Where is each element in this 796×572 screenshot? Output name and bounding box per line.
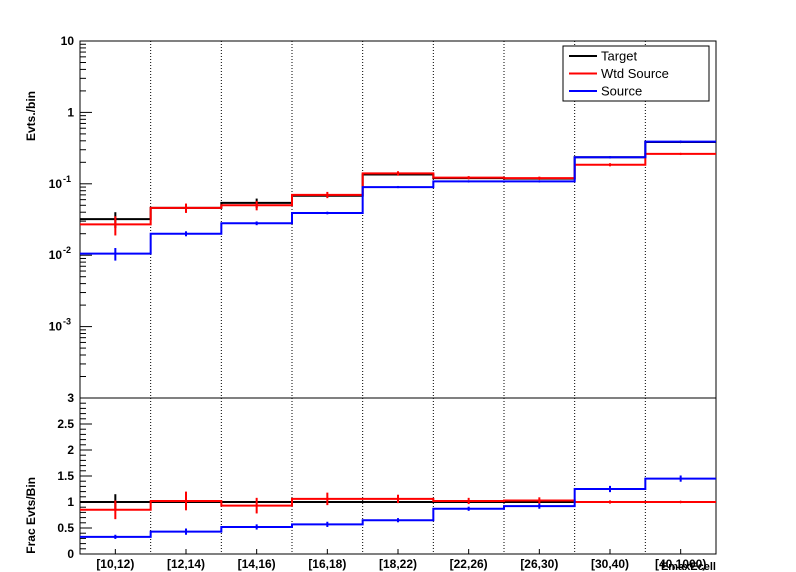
x-tick-label: [18,22) xyxy=(379,557,417,571)
data-point xyxy=(467,180,470,183)
y-tick-label: 2.5 xyxy=(57,417,74,431)
y-tick-exponent: -2 xyxy=(63,245,71,255)
data-point xyxy=(396,519,400,522)
legend-entries: Target Wtd Source Source xyxy=(569,49,669,99)
legend-label: Source xyxy=(601,84,642,99)
y-tick-label: 10 xyxy=(61,34,75,48)
data-point xyxy=(184,232,188,235)
x-tick-label: [22,26) xyxy=(450,557,488,571)
data-point xyxy=(608,163,612,166)
y-tick-exponent: -1 xyxy=(63,174,71,184)
x-tick-label: [10,12) xyxy=(96,557,134,571)
data-point xyxy=(608,156,612,159)
x-axis-label: EmaxEcell xyxy=(661,561,716,572)
data-point xyxy=(538,176,541,180)
data-point xyxy=(679,500,682,504)
data-point xyxy=(396,185,400,189)
y-tick-label: 0.5 xyxy=(57,521,74,535)
data-point xyxy=(114,252,117,255)
data-point xyxy=(114,223,117,226)
data-point xyxy=(396,172,400,175)
x-tick-label: [30,40) xyxy=(591,557,629,571)
y-tick-label: 2 xyxy=(67,443,74,457)
data-point xyxy=(326,193,329,197)
data-point xyxy=(255,222,258,225)
data-point xyxy=(184,499,188,503)
y-tick-label: 0 xyxy=(67,547,74,561)
data-point xyxy=(326,523,329,526)
x-tick-label: [12,14) xyxy=(167,557,205,571)
legend-label: Wtd Source xyxy=(601,66,669,81)
top-series-layer xyxy=(80,140,716,261)
bottom-panel: 0 0.5 1 1.5 2 2.5 3 [10,12) [12,14) [14,16) [16,1… xyxy=(24,391,717,572)
data-point xyxy=(326,211,329,215)
data-point xyxy=(538,499,541,502)
x-tick-label: [14,16) xyxy=(238,557,276,571)
y-tick-label: 3 xyxy=(67,391,74,405)
bottom-x-axis-ticks: [10,12) [12,14) [14,16) [16,18) [18,22) [22,2… xyxy=(96,549,706,571)
data-point xyxy=(114,535,117,539)
data-point xyxy=(396,497,400,501)
y-tick-label: 1 xyxy=(67,495,74,509)
y-tick-exponent: -3 xyxy=(63,317,71,327)
y-tick-label: 1.5 xyxy=(57,469,74,483)
data-point xyxy=(679,477,682,480)
data-point xyxy=(608,487,612,491)
data-point xyxy=(679,152,682,156)
data-point xyxy=(114,508,117,511)
y-tick-label: 1 xyxy=(67,105,74,119)
x-tick-label: [40,1000) xyxy=(655,557,706,571)
y-tick-label: 10 xyxy=(49,320,63,334)
x-tick-label: [26,30) xyxy=(520,557,558,571)
data-point xyxy=(538,504,541,508)
legend: Target Wtd Source Source xyxy=(562,45,710,102)
data-point xyxy=(608,500,612,504)
legend-label: Target xyxy=(601,49,638,64)
data-point xyxy=(467,499,470,503)
bottom-series-layer xyxy=(80,475,716,539)
y-tick-label: 10 xyxy=(49,248,63,262)
top-vertical-grid xyxy=(150,41,646,398)
data-point xyxy=(467,176,470,179)
bottom-y-axis-label: Frac Evts/Bin xyxy=(24,477,38,554)
data-point xyxy=(255,525,258,529)
x-tick-label: [16,18) xyxy=(308,557,346,571)
y-tick-label: 10 xyxy=(49,177,63,191)
top-y-axis-label: Evts./bin xyxy=(24,91,38,141)
data-point xyxy=(538,180,541,183)
data-point xyxy=(184,530,188,533)
data-point xyxy=(255,204,258,207)
data-point xyxy=(255,504,258,507)
data-point xyxy=(326,497,329,501)
data-point xyxy=(184,206,188,210)
data-point xyxy=(679,140,682,143)
data-point xyxy=(467,507,470,510)
series-line-source xyxy=(80,140,716,255)
